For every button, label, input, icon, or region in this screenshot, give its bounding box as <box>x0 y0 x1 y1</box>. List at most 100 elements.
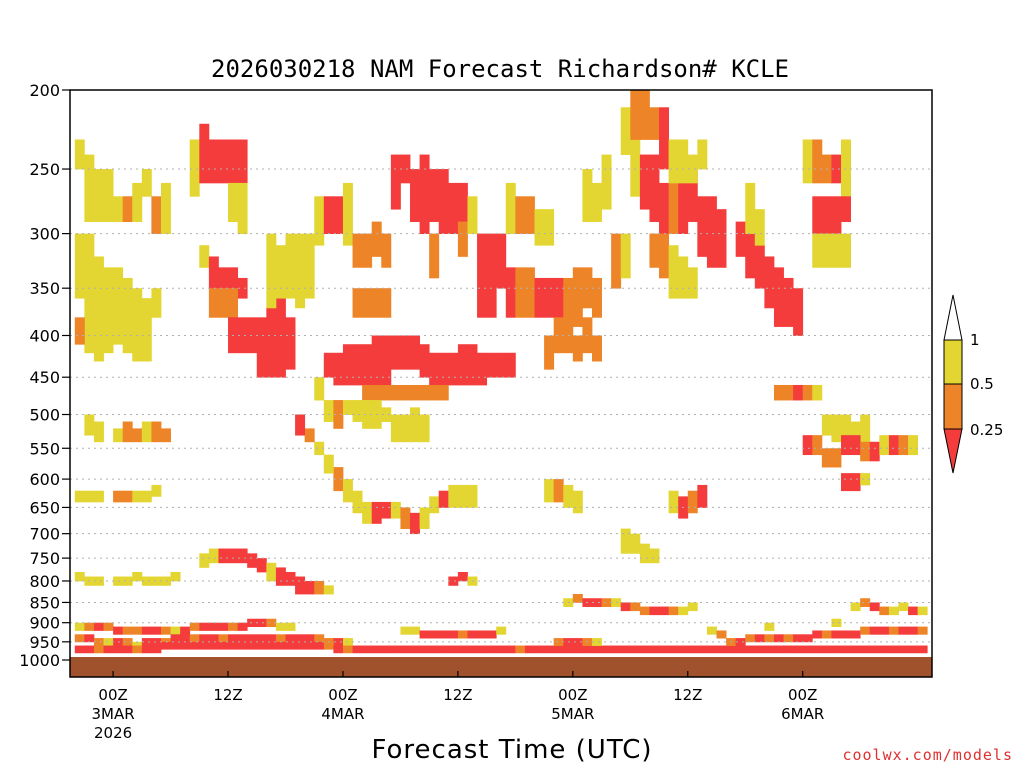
ri-cell-red <box>831 645 842 654</box>
ri-cell-yellow <box>678 606 689 616</box>
ri-cell-red <box>706 196 717 268</box>
y-tick-label: 700 <box>29 525 60 544</box>
ri-cell-yellow <box>841 233 851 268</box>
y-tick-label: 750 <box>29 549 60 568</box>
ri-cell-red <box>697 484 708 508</box>
colorbar-label-0-25: 0.25 <box>970 421 1003 439</box>
ri-cell-red <box>256 317 267 378</box>
ri-cell-orange <box>228 288 239 318</box>
ri-cell-orange <box>429 384 440 401</box>
ri-cell-orange <box>362 233 373 268</box>
ri-cell-red <box>793 634 804 643</box>
ri-cell-red <box>141 626 152 635</box>
ri-cell-red <box>754 245 765 289</box>
ri-cell-red <box>371 335 382 386</box>
x-tick-sublabel: 3MAR <box>92 705 135 723</box>
ri-cell-yellow <box>141 169 152 197</box>
ri-cell-yellow <box>113 196 124 222</box>
credit-text: coolwx.com/models <box>842 746 1013 764</box>
ri-cell-yellow <box>390 414 401 443</box>
ri-cell-yellow <box>850 421 861 443</box>
ri-cell-yellow <box>132 182 143 222</box>
ri-cell-yellow <box>582 169 593 222</box>
ri-cell-red <box>630 645 641 654</box>
ri-cell-yellow <box>467 484 478 508</box>
ri-cell-yellow <box>122 277 133 354</box>
ri-cell-red <box>237 139 248 184</box>
ri-cell-red <box>151 626 162 635</box>
ri-cell-red <box>103 645 114 654</box>
ri-cell-yellow <box>304 233 315 299</box>
ri-cell-orange <box>151 196 162 234</box>
ri-cell-yellow <box>323 454 334 474</box>
ri-cell-yellow <box>678 139 689 184</box>
ri-cell-red <box>812 196 823 234</box>
ri-cell-red <box>304 634 315 643</box>
ri-cell-red <box>323 352 334 378</box>
ri-cell-red <box>821 196 832 234</box>
x-tick-label: 00Z <box>558 686 587 704</box>
ri-cell-red <box>362 344 373 386</box>
ri-cell-yellow <box>74 490 85 503</box>
ri-cell-red <box>448 630 459 639</box>
ri-cell-red <box>716 645 727 654</box>
ri-cell-red <box>448 645 459 654</box>
ri-cell-yellow <box>812 233 823 268</box>
ri-cell-red <box>917 645 928 654</box>
x-tick-sublabel: 2026 <box>94 724 132 742</box>
ri-cell-red <box>505 645 516 654</box>
ri-cell-orange <box>103 622 114 631</box>
ri-cell-orange <box>122 490 133 503</box>
ri-cell-yellow <box>821 233 832 268</box>
ri-cell-red <box>237 622 248 631</box>
ri-cell-red <box>457 344 468 386</box>
ri-cell-yellow <box>352 400 363 422</box>
y-tick-label: 900 <box>29 614 60 633</box>
ri-cell-orange <box>189 622 200 631</box>
ri-cell-red <box>400 335 411 370</box>
ri-cell-red <box>793 384 804 401</box>
ri-cell-yellow <box>141 490 152 503</box>
ri-cell-red <box>228 267 239 299</box>
ri-cell-red <box>419 630 430 639</box>
ri-cell-red <box>410 512 420 535</box>
ri-cell-red <box>285 641 296 650</box>
ri-cell-red <box>352 645 363 654</box>
ri-cell-red <box>486 288 497 318</box>
x-tick-label: 00Z <box>98 686 127 704</box>
ri-cell-red <box>362 645 373 654</box>
ri-cell-red <box>496 233 507 289</box>
ri-cell-orange <box>515 267 526 318</box>
ri-cell-red <box>486 352 497 378</box>
ri-cell-yellow <box>170 626 181 635</box>
ri-cell-yellow <box>342 479 353 503</box>
ri-cell-red <box>141 638 152 646</box>
ri-cell-red <box>113 626 124 635</box>
ri-cell-red <box>333 196 344 234</box>
ri-cell-red <box>496 352 507 378</box>
ri-cell-red <box>841 435 851 456</box>
ri-cell-yellow <box>160 182 171 234</box>
ri-cell-red <box>228 139 239 184</box>
ri-cell-yellow <box>419 414 430 443</box>
ri-cell-red <box>390 154 401 210</box>
ri-cell-red <box>352 344 363 386</box>
ri-cell-red <box>122 645 133 654</box>
ri-cell-yellow <box>84 414 95 436</box>
ri-cell-orange <box>572 267 583 327</box>
ri-cell-yellow <box>103 169 114 222</box>
ri-cell-red <box>333 352 344 386</box>
ri-cell-orange <box>132 428 143 443</box>
ri-cell-red <box>400 645 411 654</box>
ri-cell-red <box>323 196 334 234</box>
ri-cell-orange <box>563 277 574 318</box>
colorbar-legend: 1 0.5 0.25 <box>943 294 1003 474</box>
ri-cell-yellow <box>917 606 928 616</box>
ri-cell-red <box>285 634 296 643</box>
ri-cell-orange <box>390 384 401 401</box>
ri-cell-yellow <box>103 267 114 354</box>
ri-cell-red <box>218 139 229 184</box>
ri-cell-yellow <box>620 528 631 554</box>
ri-cell-yellow <box>821 414 832 436</box>
